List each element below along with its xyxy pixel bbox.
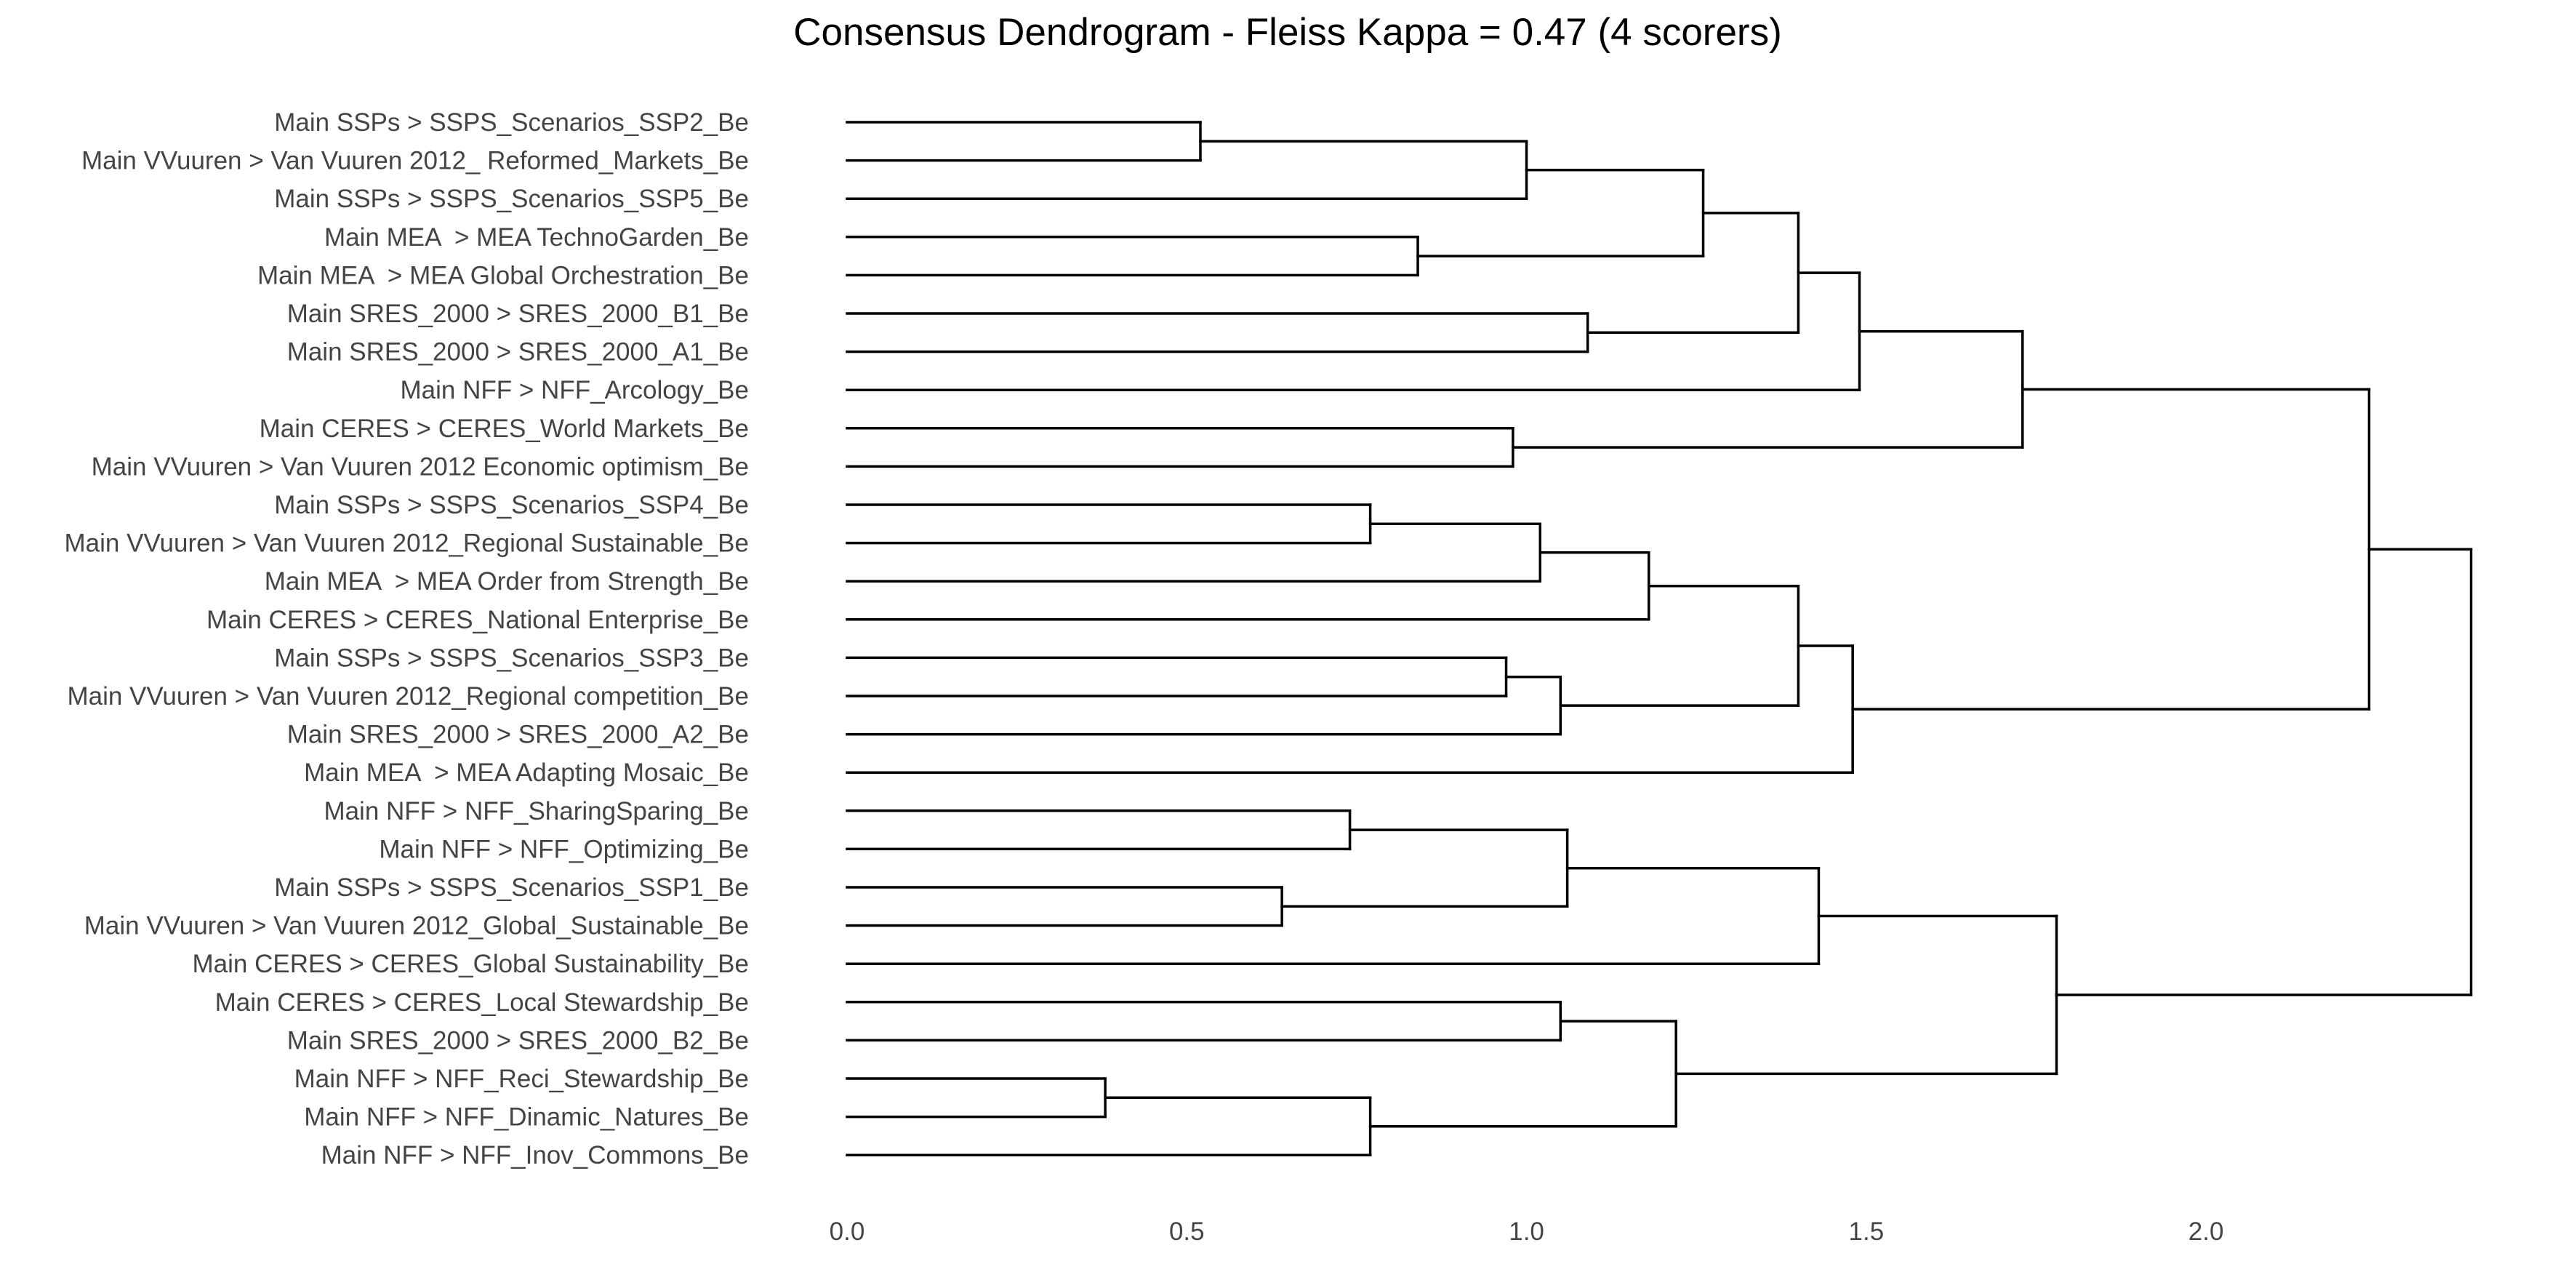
leaf-label: Main SRES_2000 > SRES_2000_B2_Be	[287, 1026, 749, 1055]
leaf-label: Main MEA > MEA Order from Strength_Be	[265, 567, 749, 596]
chart-title: Consensus Dendrogram - Fleiss Kappa = 0.…	[793, 11, 1781, 54]
leaf-label: Main VVuuren > Van Vuuren 2012_ Reformed…	[81, 147, 749, 175]
leaf-label: Main CERES > CERES_Global Sustainability…	[192, 950, 749, 978]
leaf-label: Main MEA > MEA TechnoGarden_Be	[324, 223, 749, 252]
x-axis: 0.0 0.5 1.0 1.5 2.0	[830, 1217, 2224, 1246]
x-tick-label: 0.5	[1169, 1217, 1205, 1246]
leaf-label: Main MEA > MEA Adapting Mosaic_Be	[304, 759, 749, 787]
leaf-label: Main VVuuren > Van Vuuren 2012 Economic …	[92, 452, 749, 481]
leaf-label: Main CERES > CERES_Local Stewardship_Be	[215, 988, 749, 1017]
leaf-label: Main SRES_2000 > SRES_2000_A2_Be	[287, 721, 749, 749]
x-tick-label: 2.0	[2188, 1217, 2224, 1246]
leaf-label: Main SSPs > SSPS_Scenarios_SSP4_Be	[274, 491, 749, 519]
leaf-label: Main SRES_2000 > SRES_2000_A1_Be	[287, 338, 749, 367]
leaf-label: Main VVuuren > Van Vuuren 2012_Global_Su…	[84, 912, 749, 940]
leaf-label: Main NFF > NFF_Dinamic_Natures_Be	[304, 1103, 749, 1132]
leaf-label: Main NFF > NFF_SharingSparing_Be	[324, 797, 749, 825]
leaf-label: Main SRES_2000 > SRES_2000_B1_Be	[287, 300, 749, 328]
leaf-label: Main NFF > NFF_Arcology_Be	[401, 376, 749, 404]
leaf-label: Main VVuuren > Van Vuuren 2012_Regional …	[65, 529, 749, 558]
x-tick-label: 1.0	[1509, 1217, 1544, 1246]
leaf-label: Main MEA > MEA Global Orchestration_Be	[257, 261, 749, 289]
leaf-label: Main SSPs > SSPS_Scenarios_SSP1_Be	[274, 873, 749, 902]
leaf-label: Main SSPs > SSPS_Scenarios_SSP2_Be	[274, 108, 749, 137]
leaf-label: Main VVuuren > Van Vuuren 2012_Regional …	[67, 682, 749, 711]
leaf-label: Main SSPs > SSPS_Scenarios_SSP3_Be	[274, 644, 749, 672]
leaf-label: Main NFF > NFF_Optimizing_Be	[379, 835, 749, 863]
leaf-labels: Main SSPs > SSPS_Scenarios_SSP2_Be Main V…	[65, 108, 749, 1169]
leaf-label: Main NFF > NFF_Inov_Commons_Be	[321, 1141, 749, 1169]
dendrogram-branches	[846, 121, 2473, 1156]
leaf-label: Main CERES > CERES_National Enterprise_B…	[206, 606, 749, 634]
leaf-label: Main SSPs > SSPS_Scenarios_SSP5_Be	[274, 185, 749, 213]
x-tick-label: 1.5	[1849, 1217, 1885, 1246]
leaf-label: Main NFF > NFF_Reci_Stewardship_Be	[294, 1065, 749, 1093]
leaf-label: Main CERES > CERES_World Markets_Be	[260, 415, 749, 443]
x-tick-label: 0.0	[830, 1217, 865, 1246]
